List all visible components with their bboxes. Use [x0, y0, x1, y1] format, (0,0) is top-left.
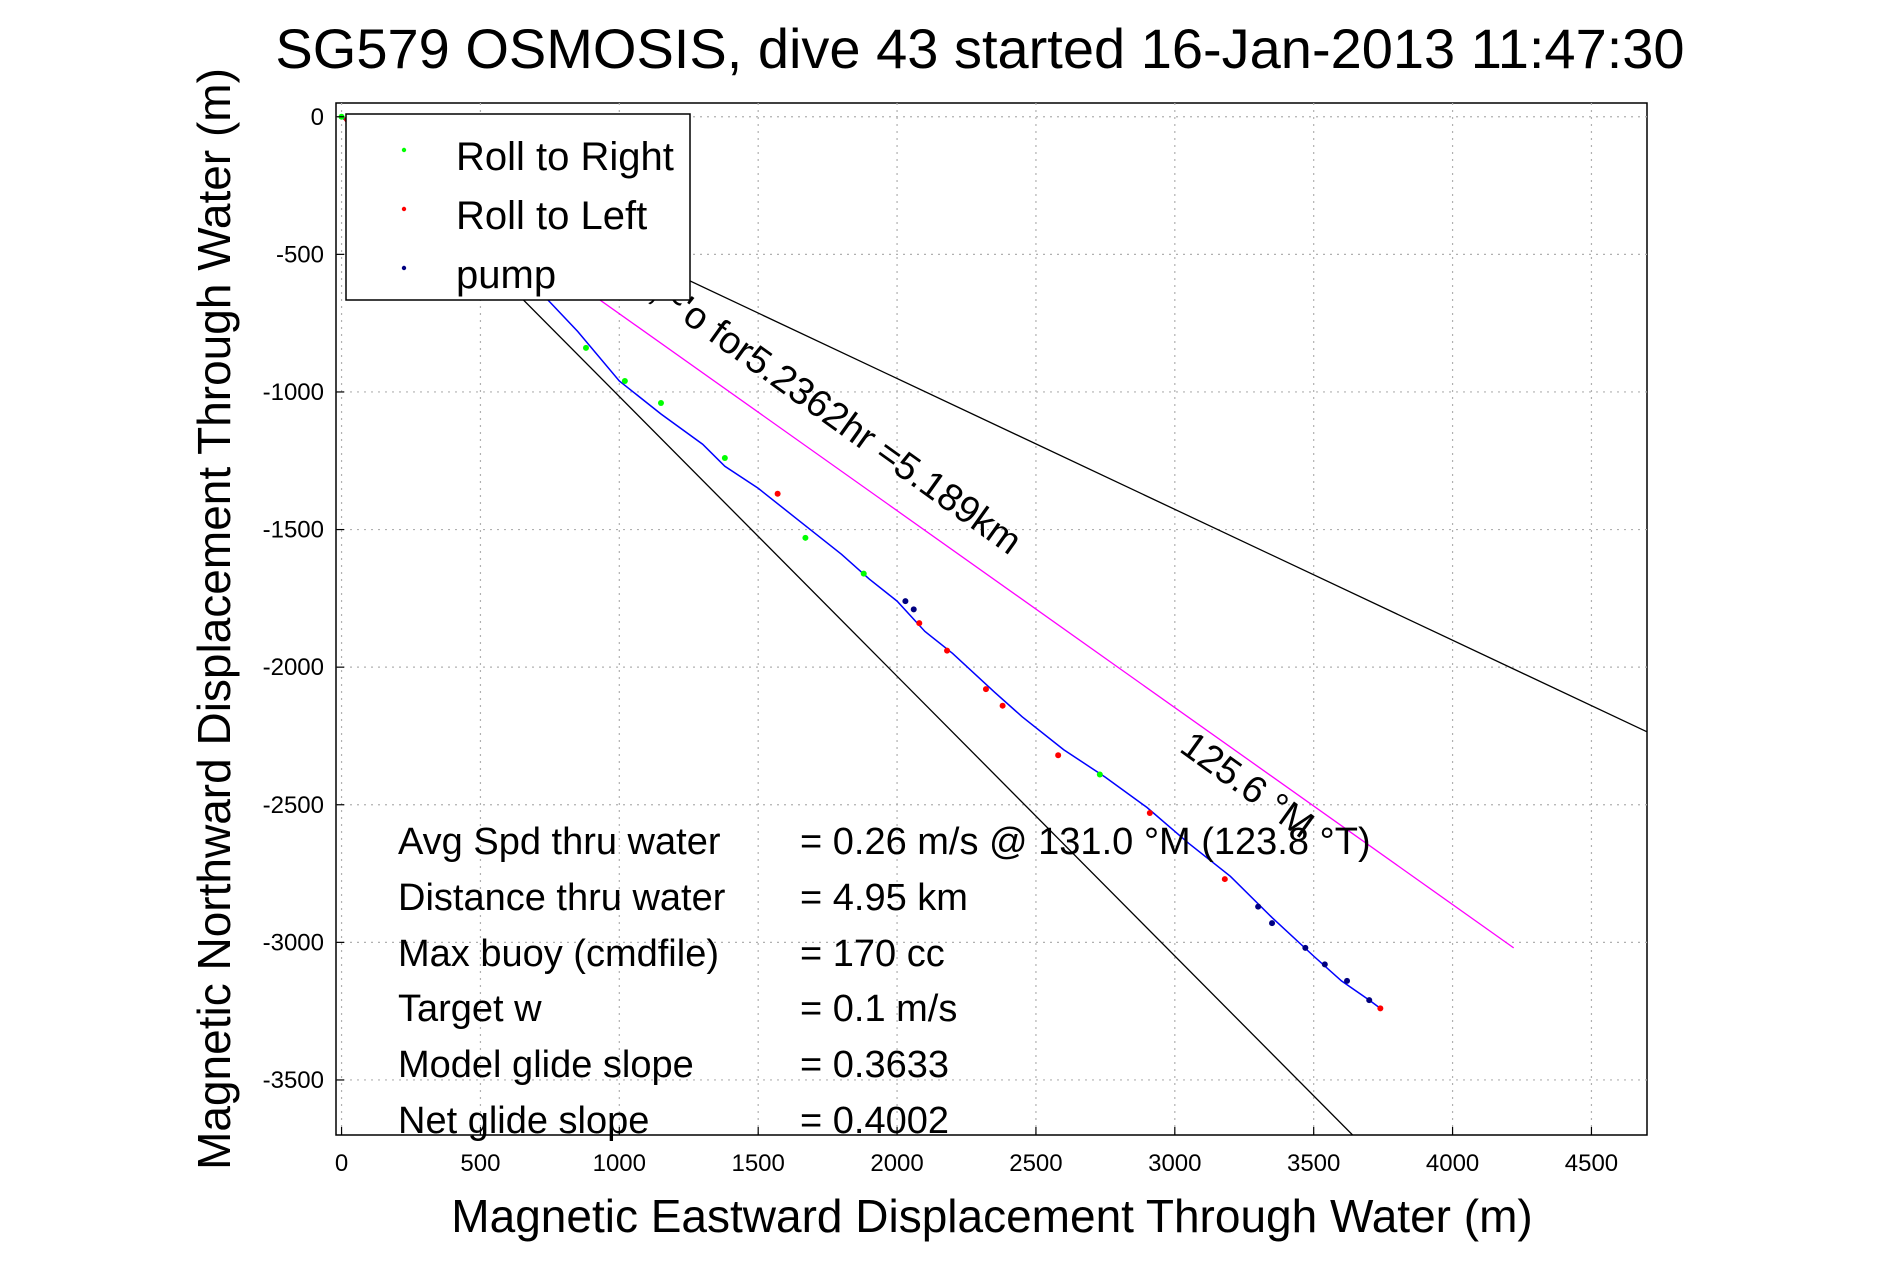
x-tick-label-5: 2500 [1009, 1150, 1062, 1177]
legend-label-pump: pump [456, 253, 556, 297]
stat-value-net-glide: = 0.4002 [800, 1100, 949, 1142]
marker-roll-to-right-4 [721, 455, 728, 462]
stat-label-distance: Distance thru water [398, 877, 726, 919]
x-tick-label-2: 1000 [593, 1150, 646, 1177]
y-tick-label-2: -1000 [263, 379, 324, 406]
marker-roll-to-left-6 [1055, 752, 1062, 759]
marker-roll-to-right-5 [802, 534, 809, 541]
stat-value-avg-speed: = 0.26 m/s @ 131.0 °M (123.8 °T) [800, 821, 1371, 863]
stat-value-max-buoy: = 170 cc [800, 933, 945, 975]
marker-pump-1 [910, 606, 917, 613]
y-axis-label: Magnetic Northward Displacement Through … [188, 68, 240, 1170]
y-tick-label-3: -1500 [263, 517, 324, 544]
legend-label-roll-left: Roll to Left [456, 194, 647, 238]
y-tick-label-1: -500 [276, 241, 324, 268]
x-tick-label-6: 3000 [1148, 1150, 1201, 1177]
y-tick-label-4: -2000 [263, 654, 324, 681]
x-tick-label-1: 500 [460, 1150, 500, 1177]
chart-title: SG579 OSMOSIS, dive 43 started 16-Jan-20… [275, 17, 1684, 80]
marker-roll-to-right-2 [621, 377, 628, 384]
marker-pump-7 [1366, 997, 1373, 1004]
x-tick-label-9: 4500 [1565, 1150, 1618, 1177]
track-line [341, 116, 1381, 1010]
stat-label-target-w: Target w [398, 988, 542, 1030]
marker-roll-to-left-1 [774, 490, 781, 497]
glider-track [341, 116, 1381, 1010]
stat-label-net-glide: Net glide slope [398, 1100, 649, 1142]
stat-label-max-buoy: Max buoy (cmdfile) [398, 933, 719, 975]
legend-marker-roll-left [401, 206, 407, 212]
stat-label-avg-speed: Avg Spd thru water [398, 821, 721, 863]
x-tick-label-7: 3500 [1287, 1150, 1340, 1177]
marker-roll-to-right-6 [860, 570, 867, 577]
x-tick-label-8: 4000 [1426, 1150, 1479, 1177]
marker-roll-to-left-5 [999, 702, 1006, 709]
y-tick-label-6: -3000 [263, 929, 324, 956]
legend-label-roll-right: Roll to Right [456, 135, 674, 179]
x-tick-label-3: 1500 [731, 1150, 784, 1177]
marker-roll-to-right-1 [582, 344, 589, 351]
marker-roll-to-left-9 [1377, 1005, 1384, 1012]
x-axis-label: Magnetic Eastward Displacement Through W… [451, 1190, 1532, 1242]
marker-roll-to-right-3 [657, 399, 664, 406]
x-tick-label-4: 2000 [870, 1150, 923, 1177]
legend-marker-roll-right [401, 147, 407, 153]
marker-pump-2 [1255, 903, 1262, 910]
marker-pump-5 [1321, 961, 1328, 968]
marker-roll-to-left-3 [944, 647, 951, 654]
marker-roll-to-right-7 [1096, 771, 1103, 778]
marker-pump-6 [1344, 977, 1351, 984]
marker-pump-3 [1269, 920, 1276, 927]
y-tick-label-0: 0 [311, 104, 324, 131]
axis-ticks: 0 500 1000 1500 2000 2500 3000 3500 4000 4500 0 -50… [263, 104, 1619, 1177]
stat-label-model-glide: Model glide slope [398, 1044, 694, 1086]
y-tick-label-7: -3500 [263, 1067, 324, 1094]
marker-roll-to-left-4 [982, 686, 989, 693]
dive-stats: Avg Spd thru water = 0.26 m/s @ 131.0 °M… [398, 821, 1371, 1142]
y-tick-label-5: -2500 [263, 792, 324, 819]
x-tick-label-0: 0 [335, 1150, 348, 1177]
stat-value-distance: = 4.95 km [800, 877, 968, 919]
marker-roll-to-left-2 [916, 620, 923, 627]
marker-roll-to-left-8 [1221, 876, 1228, 883]
stat-value-model-glide: = 0.3633 [800, 1044, 949, 1086]
marker-roll-to-left-7 [1146, 810, 1153, 817]
plot-frame [335, 102, 1648, 1136]
legend: Roll to Right Roll to Left pump [345, 113, 691, 301]
stat-value-target-w: = 0.1 m/s [800, 988, 957, 1030]
legend-marker-pump [401, 265, 407, 271]
marker-pump-0 [902, 598, 909, 605]
marker-pump-4 [1302, 944, 1309, 951]
